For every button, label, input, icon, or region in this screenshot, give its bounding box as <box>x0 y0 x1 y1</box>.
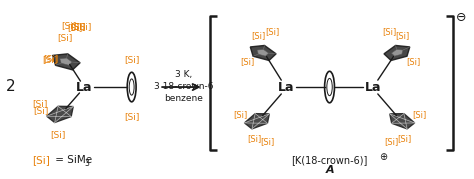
Polygon shape <box>46 106 73 123</box>
Polygon shape <box>60 58 72 65</box>
Text: [Si]: [Si] <box>124 112 139 121</box>
Text: [Si]: [Si] <box>233 110 247 119</box>
Polygon shape <box>392 49 403 56</box>
Polygon shape <box>257 49 269 56</box>
Text: [Si]: [Si] <box>383 27 397 36</box>
Polygon shape <box>245 113 269 129</box>
Text: [Si]: [Si] <box>260 137 274 146</box>
Text: La: La <box>76 81 92 94</box>
Polygon shape <box>384 45 410 61</box>
Text: [Si]: [Si] <box>384 137 399 146</box>
Text: [Si]: [Si] <box>124 55 139 64</box>
Polygon shape <box>390 113 415 129</box>
Polygon shape <box>250 45 276 61</box>
Text: [Si]: [Si] <box>61 21 76 30</box>
Text: [Si]: [Si] <box>43 54 59 63</box>
Text: A: A <box>325 165 334 175</box>
Text: = SiMe: = SiMe <box>52 155 92 165</box>
Text: [Si]: [Si] <box>265 27 280 36</box>
Text: La: La <box>278 81 294 94</box>
Text: benzene: benzene <box>164 94 203 103</box>
Text: 3: 3 <box>84 159 89 168</box>
Text: [Si]: [Si] <box>50 130 65 139</box>
Text: [Si]: [Si] <box>70 23 85 32</box>
Text: [Si]: [Si] <box>406 57 420 66</box>
Text: 2: 2 <box>6 79 15 94</box>
Text: [Si]: [Si] <box>32 99 48 108</box>
Text: ⊖: ⊖ <box>456 11 466 24</box>
Text: [Si]: [Si] <box>241 57 255 66</box>
Text: [Si]: [Si] <box>412 110 426 119</box>
Text: La: La <box>365 81 381 94</box>
Text: [Si]: [Si] <box>42 55 58 64</box>
Text: ⊕: ⊕ <box>379 152 387 162</box>
Polygon shape <box>53 54 80 70</box>
Text: [Si]: [Si] <box>397 134 411 143</box>
Text: [Si]: [Si] <box>32 155 50 165</box>
Text: [Si]: [Si] <box>57 33 73 42</box>
Text: [Si]: [Si] <box>67 23 82 32</box>
Text: [Si]: [Si] <box>395 31 410 40</box>
Text: 3 K,: 3 K, <box>175 70 192 79</box>
Text: [Si]: [Si] <box>77 23 92 32</box>
Text: 3 18-crown-6: 3 18-crown-6 <box>154 82 213 91</box>
Text: [Si]: [Si] <box>70 23 85 32</box>
Text: [Si]: [Si] <box>247 134 262 143</box>
Text: [Si]: [Si] <box>33 106 49 115</box>
Text: [Si]: [Si] <box>252 31 266 40</box>
Text: [K(18-crown-6)]: [K(18-crown-6)] <box>292 155 368 165</box>
